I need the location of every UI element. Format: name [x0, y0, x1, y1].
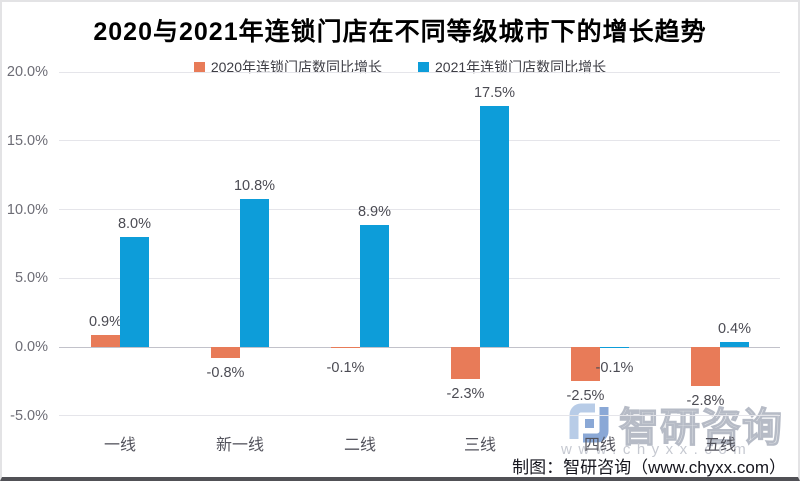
chart-title: 2020与2021年连锁门店在不同等级城市下的增长趋势	[93, 18, 707, 46]
x-axis-line	[59, 346, 780, 348]
bar-2020-新一线	[211, 347, 240, 358]
category-label: 一线	[103, 437, 136, 454]
category-label: 新一线	[215, 437, 264, 454]
bar-2020-二线	[331, 347, 360, 349]
category-label: 三线	[463, 437, 496, 454]
gridline	[59, 71, 780, 73]
value-label: 10.8%	[233, 177, 276, 194]
y-tick-label: 5.0%	[14, 270, 48, 287]
gridline	[59, 415, 780, 417]
bar-2020-四线	[571, 347, 600, 382]
legend-label-2021: 2021年连锁门店数同比增长	[435, 59, 607, 75]
bar-2020-五线	[691, 347, 720, 386]
legend-swatch-2020	[193, 61, 205, 73]
gridline	[59, 140, 780, 142]
category-label: 五线	[703, 437, 736, 454]
y-tick-label: 20.0%	[6, 64, 48, 80]
gridline	[59, 277, 780, 279]
legend-item-2021: 2021年连锁门店数同比增长	[418, 57, 606, 77]
y-tick-label: 0.0%	[14, 339, 48, 355]
bar-2021-新一线	[240, 198, 269, 347]
value-label: 0.9%	[88, 313, 123, 330]
value-label: 17.5%	[473, 85, 516, 102]
value-label: -0.8%	[206, 365, 245, 381]
value-label: 8.9%	[357, 203, 392, 220]
category-label: 二线	[343, 437, 376, 454]
value-label: -2.3%	[446, 385, 485, 402]
gridline	[59, 209, 780, 210]
bar-2021-三线	[480, 106, 509, 347]
value-label: -0.1%	[326, 360, 365, 377]
value-label: 8.0%	[117, 216, 152, 232]
value-label: -2.8%	[686, 392, 725, 409]
bar-2021-二线	[360, 224, 389, 347]
value-label: -0.1%	[595, 360, 634, 377]
legend-label-2020: 2020年连锁门店数同比增长	[210, 59, 382, 75]
y-tick-label: 10.0%	[6, 201, 48, 218]
value-label: 0.4%	[717, 320, 752, 337]
value-label: -2.5%	[566, 388, 605, 405]
category-label: 四线	[583, 437, 616, 454]
y-tick-label: -5.0%	[10, 407, 48, 424]
footer-credit: 制图：智研咨询（www.chyxx.com）	[512, 458, 786, 477]
bar-2020-一线	[91, 334, 120, 347]
legend-item-2020: 2020年连锁门店数同比增长	[193, 57, 382, 77]
chyxx-logo-icon	[569, 403, 609, 443]
bar-2021-四线	[600, 347, 629, 349]
watermark-url-text: www.chyxx.com	[561, 441, 753, 458]
legend-swatch-2021	[418, 61, 429, 73]
bar-2021-一线	[120, 237, 149, 347]
y-tick-label: 15.0%	[6, 132, 48, 149]
legend: 2020年连锁门店数同比增长 2021年连锁门店数同比增长	[2, 57, 798, 77]
bar-2020-三线	[451, 347, 480, 379]
bar-2021-五线	[720, 341, 749, 347]
watermark-brand-text: 智研咨询	[618, 405, 783, 450]
